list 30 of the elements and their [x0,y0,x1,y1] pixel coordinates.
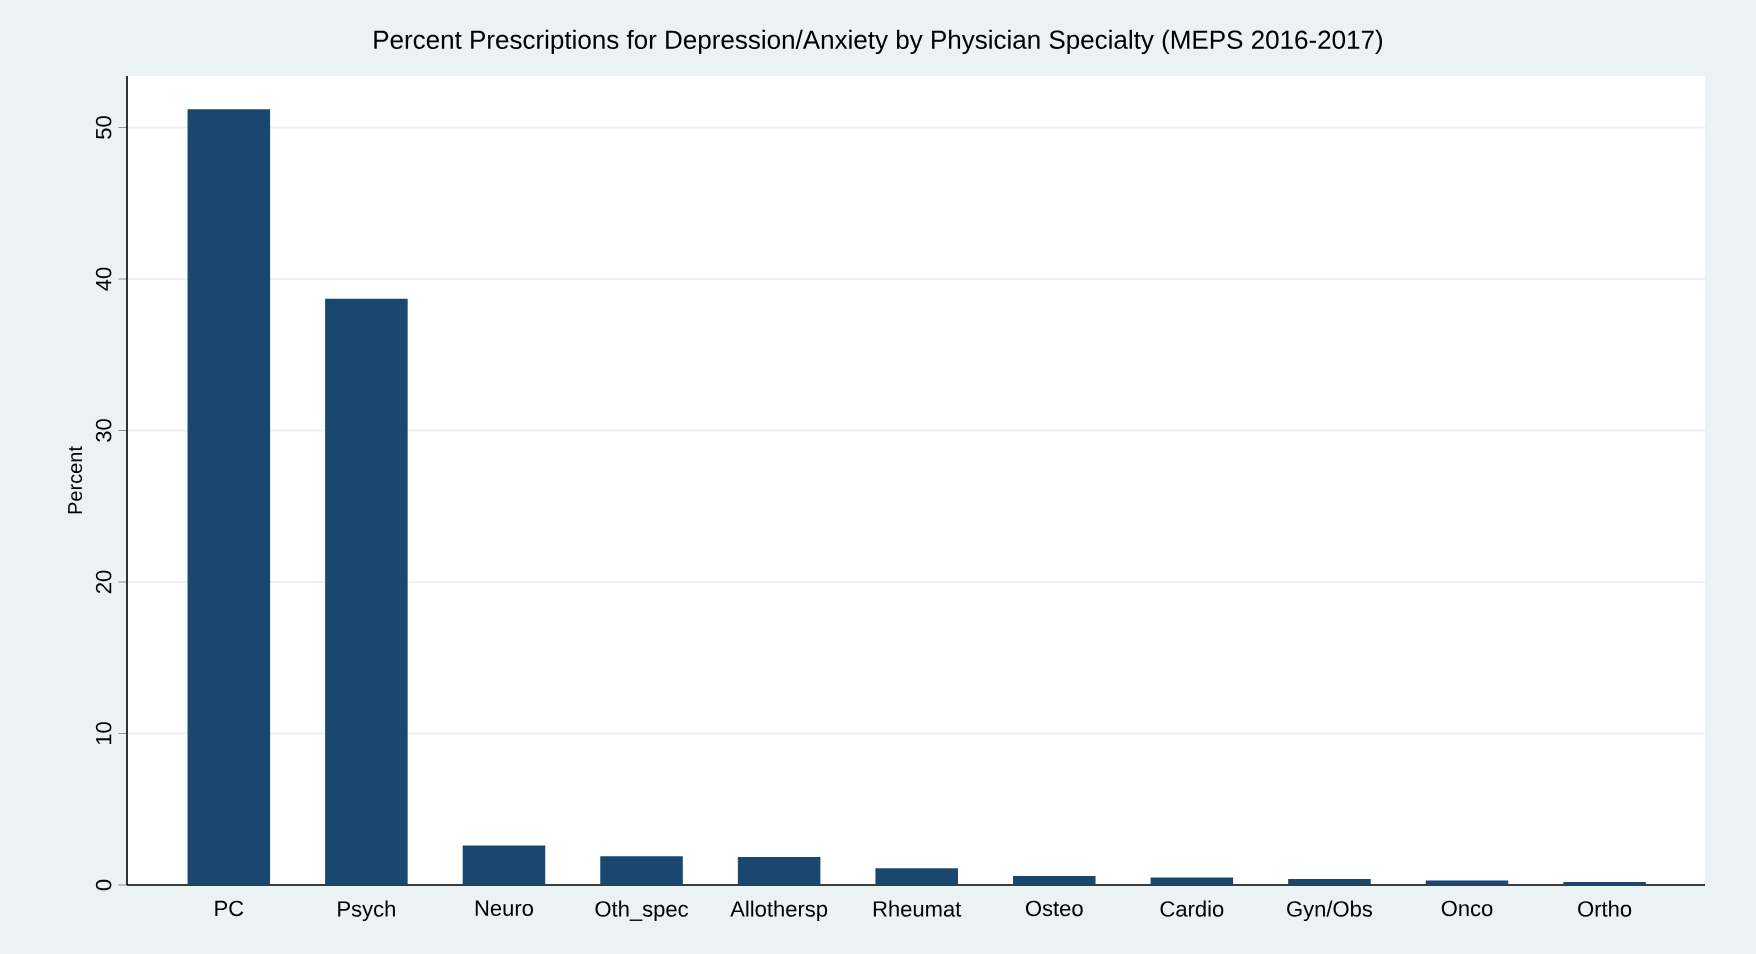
bar [325,298,408,885]
y-tick-label: 20 [95,570,112,594]
bar [875,868,958,885]
bar [1425,880,1509,885]
bar [462,845,546,885]
x-tick-label: Cardio [1160,900,1224,917]
y-tick-label: 50 [95,116,112,139]
bar [600,856,683,885]
y-tick-label: 30 [95,419,112,442]
x-tick-label: Ortho [1578,900,1632,917]
x-tick-label: Osteo [1025,900,1083,917]
bar [737,856,821,885]
x-tick-label: Allothersp [730,900,828,922]
y-tick-label: 40 [95,267,112,291]
y-axis-title: Percent [68,446,83,514]
x-tick-label: Rheumat [873,900,962,917]
x-tick-label: Psych [338,900,395,922]
bar [187,109,271,885]
bar [1013,875,1096,885]
x-tick-label: Oth_spec [595,900,689,922]
bar [1563,881,1646,885]
y-tick-label: 10 [95,722,112,745]
bar [1150,877,1234,885]
y-tick-label: 0 [95,879,112,891]
x-tick-label: Onco [1441,900,1493,917]
x-tick-label: PC [215,900,244,917]
bar [1288,878,1371,885]
x-tick-label: Neuro [475,900,533,916]
x-tick-label: Gyn/Obs [1287,900,1373,922]
chart-title: Percent Prescriptions for Depression/Anxiety by Physician Specialty (MEPS 2016-2017) [374,29,1383,55]
